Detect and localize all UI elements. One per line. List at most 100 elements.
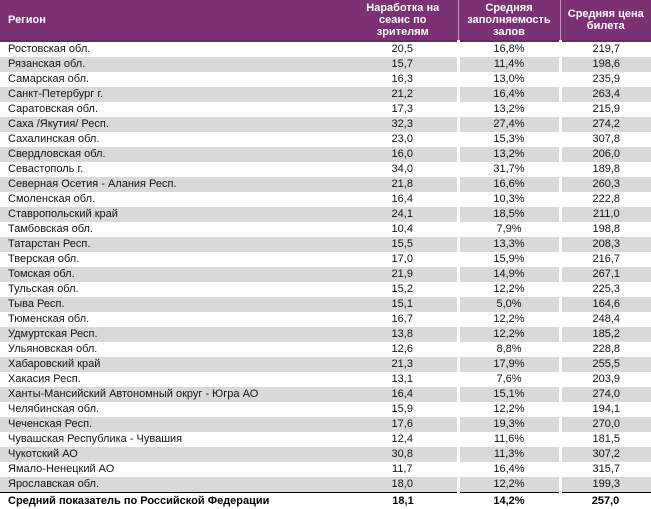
value-cell: 267,1 (558, 267, 651, 282)
table-body: Ростовская обл. 20,5 16,8% 219,7 Рязанская о… (0, 41, 651, 493)
value-cell: 13,1 (391, 373, 413, 385)
value-cell: 215,9 (558, 102, 651, 117)
region-cell: Сахалинская обл. (8, 133, 100, 145)
column-header-region: Регион (0, 0, 348, 42)
table-row: Ставропольский край 24,1 18,5% 211,0 (0, 207, 651, 222)
value-cell: 17,0 (391, 253, 413, 265)
value-cell: 203,9 (558, 372, 651, 387)
value-cell: 16,4 (348, 387, 458, 402)
value-cell: 208,3 (558, 237, 651, 252)
value-cell: 15,1 (348, 297, 458, 312)
table-row: Ярославская обл. 18,0 12,2% 199,3 (0, 477, 651, 493)
value-cell: 18,5% (456, 207, 560, 222)
table-row: Тверская обл. 17,0 15,9% 216,7 (0, 252, 651, 267)
value-cell: 32,3 (348, 117, 458, 132)
value-cell: 315,7 (558, 462, 651, 477)
value-cell: 24,1 (348, 207, 458, 222)
region-cell: Ростовская обл. (8, 43, 91, 55)
table-row: Томская обл. 21,9 14,9% 267,1 (0, 267, 651, 282)
region-cell: Тульская обл. (8, 283, 79, 295)
value-cell: 16,6% (456, 177, 560, 192)
region-cell: Чеченская Респ. (0, 417, 348, 432)
table-row: Ямало-Ненецкий АО 11,7 16,4% 315,7 (0, 462, 651, 477)
region-cell: Саратовская обл. (8, 103, 99, 115)
region-cell: Севастополь г. (8, 163, 84, 175)
table-row: Свердловская обл. 16,0 13,2% 206,0 (0, 147, 651, 162)
value-cell: 198,6 (558, 57, 651, 72)
value-cell: 23,0 (391, 133, 413, 145)
region-cell: Хакасия Респ. (8, 373, 81, 385)
region-cell: Хабаровский край (0, 357, 348, 372)
value-cell: 185,2 (558, 327, 651, 342)
value-cell: 13,2% (456, 147, 560, 162)
region-cell: Челябинская обл. (8, 403, 100, 415)
region-cell: Удмуртская Респ. (0, 327, 348, 342)
value-cell: 15,9% (456, 252, 560, 267)
value-cell: 15,9 (391, 403, 413, 415)
value-cell: 211,0 (558, 207, 651, 222)
value-cell: 17,9% (456, 357, 560, 372)
value-cell: 189,8 (558, 162, 651, 177)
table-row: Тыва Респ. 15,1 5,0% 164,6 (0, 297, 651, 312)
table-row: Сахалинская обл. 23,0 15,3% 307,8 (0, 132, 651, 147)
region-cell: Ямало-Ненецкий АО (8, 463, 115, 475)
value-cell: 8,8% (456, 342, 560, 357)
value-cell: 235,9 (558, 72, 651, 87)
table-row: Саратовская обл. 17,3 13,2% 215,9 (0, 102, 651, 117)
value-cell: 263,4 (558, 87, 651, 102)
value-cell: 228,8 (558, 342, 651, 357)
region-cell: Тверская обл. (8, 253, 80, 265)
value-cell: 10,3% (456, 192, 560, 207)
value-cell: 5,0% (456, 297, 560, 312)
value-cell: 7,6% (456, 372, 560, 387)
table-row: Ханты-Мансийский Автономный округ - Югра… (0, 387, 651, 402)
total-attendance-value: 18,1 (348, 492, 458, 509)
value-cell: 15,5 (348, 237, 458, 252)
value-cell: 248,4 (558, 312, 651, 327)
region-cell: Смоленская обл. (8, 193, 96, 205)
table-row: Хакасия Респ. 13,1 7,6% 203,9 (0, 372, 651, 387)
value-cell: 13,2% (456, 102, 560, 117)
region-cell: Ульяновская обл. (8, 343, 98, 355)
value-cell: 260,3 (558, 177, 651, 192)
table-row: Саха /Якутия/ Респ. 32,3 27,4% 274,2 (0, 117, 651, 132)
value-cell: 206,0 (558, 147, 651, 162)
value-cell: 21,2 (348, 87, 458, 102)
value-cell: 181,5 (558, 432, 651, 447)
region-cell: Тамбовская обл. (8, 223, 94, 235)
value-cell: 12,2% (456, 282, 560, 297)
value-cell: 31,7% (456, 162, 560, 177)
value-cell: 11,4% (456, 57, 560, 72)
value-cell: 15,1% (456, 387, 560, 402)
region-cell: Тыва Респ. (0, 297, 348, 312)
region-cell: Ставропольский край (0, 207, 348, 222)
value-cell: 16,8% (456, 41, 560, 57)
value-cell: 16,3 (391, 73, 413, 85)
value-cell: 15,3% (456, 132, 560, 147)
region-cell: Саха /Якутия/ Респ. (0, 117, 348, 132)
table-row: Северная Осетия - Алания Респ. 21,8 16,6% 2… (0, 177, 651, 192)
total-row: Средний показатель по Российской Федерац… (0, 492, 651, 509)
region-cell: Санкт-Петербург г. (0, 87, 348, 102)
value-cell: 27,4% (456, 117, 560, 132)
region-cell: Татарстан Респ. (0, 237, 348, 252)
table-row: Тюменская обл. 16,7 12,2% 248,4 (0, 312, 651, 327)
total-row-label: Средний показатель по Российской Федерац… (0, 492, 348, 509)
region-cell: Чукотский АО (0, 447, 348, 462)
table-row: Чувашская Республика - Чувашия 12,4 11,6% 1… (0, 432, 651, 447)
value-cell: 10,4 (391, 223, 413, 235)
table-header: Регион Наработка на сеанс по зрителям Ср… (0, 0, 651, 42)
region-cell: Рязанская обл. (0, 57, 348, 72)
value-cell: 164,6 (558, 297, 651, 312)
value-cell: 12,4 (391, 433, 413, 445)
value-cell: 30,8 (348, 447, 458, 462)
value-cell: 12,6 (391, 343, 413, 355)
table-row: Чукотский АО 30,8 11,3% 307,2 (0, 447, 651, 462)
value-cell: 11,6% (456, 432, 560, 447)
table-row: Самарская обл. 16,3 13,0% 235,9 (0, 72, 651, 87)
value-cell: 13,0% (456, 72, 560, 87)
region-cell: Северная Осетия - Алания Респ. (0, 177, 348, 192)
value-cell: 11,3% (456, 447, 560, 462)
region-cell: Ханты-Мансийский Автономный округ - Югра… (0, 387, 348, 402)
value-cell: 20,5 (391, 43, 413, 55)
